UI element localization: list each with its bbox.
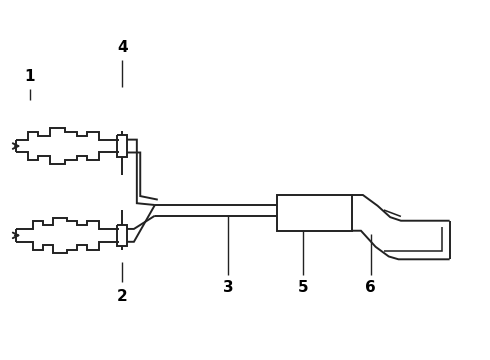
Text: 4: 4 [117, 40, 127, 55]
Text: 5: 5 [298, 280, 309, 295]
Text: 6: 6 [366, 280, 376, 295]
Text: 3: 3 [222, 280, 233, 295]
Text: 1: 1 [24, 69, 35, 84]
Bar [277, 195, 352, 231]
Text: 2: 2 [117, 289, 127, 303]
